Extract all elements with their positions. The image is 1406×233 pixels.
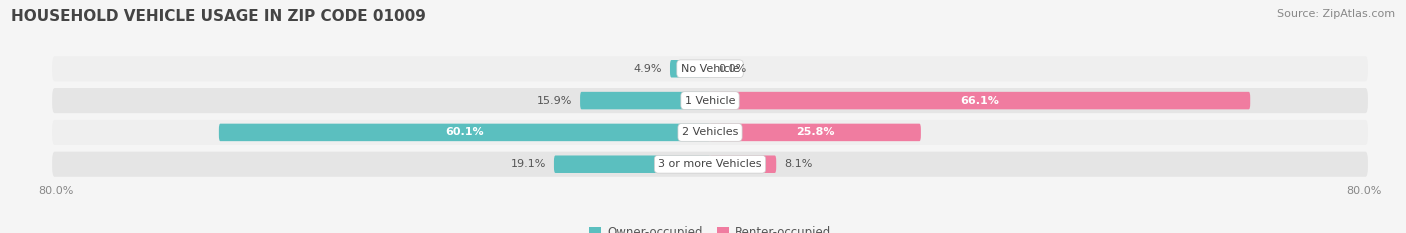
Text: Source: ZipAtlas.com: Source: ZipAtlas.com — [1277, 9, 1395, 19]
Text: 4.9%: 4.9% — [633, 64, 662, 74]
FancyBboxPatch shape — [52, 88, 1368, 113]
Text: 1 Vehicle: 1 Vehicle — [685, 96, 735, 106]
FancyBboxPatch shape — [671, 60, 710, 78]
Text: 19.1%: 19.1% — [510, 159, 546, 169]
Text: 15.9%: 15.9% — [537, 96, 572, 106]
Text: 8.1%: 8.1% — [785, 159, 813, 169]
FancyBboxPatch shape — [710, 124, 921, 141]
Text: 66.1%: 66.1% — [960, 96, 1000, 106]
Text: 2 Vehicles: 2 Vehicles — [682, 127, 738, 137]
FancyBboxPatch shape — [52, 56, 1368, 81]
Text: 60.1%: 60.1% — [446, 127, 484, 137]
FancyBboxPatch shape — [554, 155, 710, 173]
Legend: Owner-occupied, Renter-occupied: Owner-occupied, Renter-occupied — [585, 221, 835, 233]
FancyBboxPatch shape — [219, 124, 710, 141]
Text: 25.8%: 25.8% — [796, 127, 835, 137]
FancyBboxPatch shape — [710, 92, 1250, 109]
FancyBboxPatch shape — [581, 92, 710, 109]
Text: HOUSEHOLD VEHICLE USAGE IN ZIP CODE 01009: HOUSEHOLD VEHICLE USAGE IN ZIP CODE 0100… — [11, 9, 426, 24]
Text: No Vehicle: No Vehicle — [681, 64, 740, 74]
Text: 0.0%: 0.0% — [718, 64, 747, 74]
FancyBboxPatch shape — [52, 120, 1368, 145]
Text: 3 or more Vehicles: 3 or more Vehicles — [658, 159, 762, 169]
FancyBboxPatch shape — [710, 155, 776, 173]
FancyBboxPatch shape — [52, 152, 1368, 177]
